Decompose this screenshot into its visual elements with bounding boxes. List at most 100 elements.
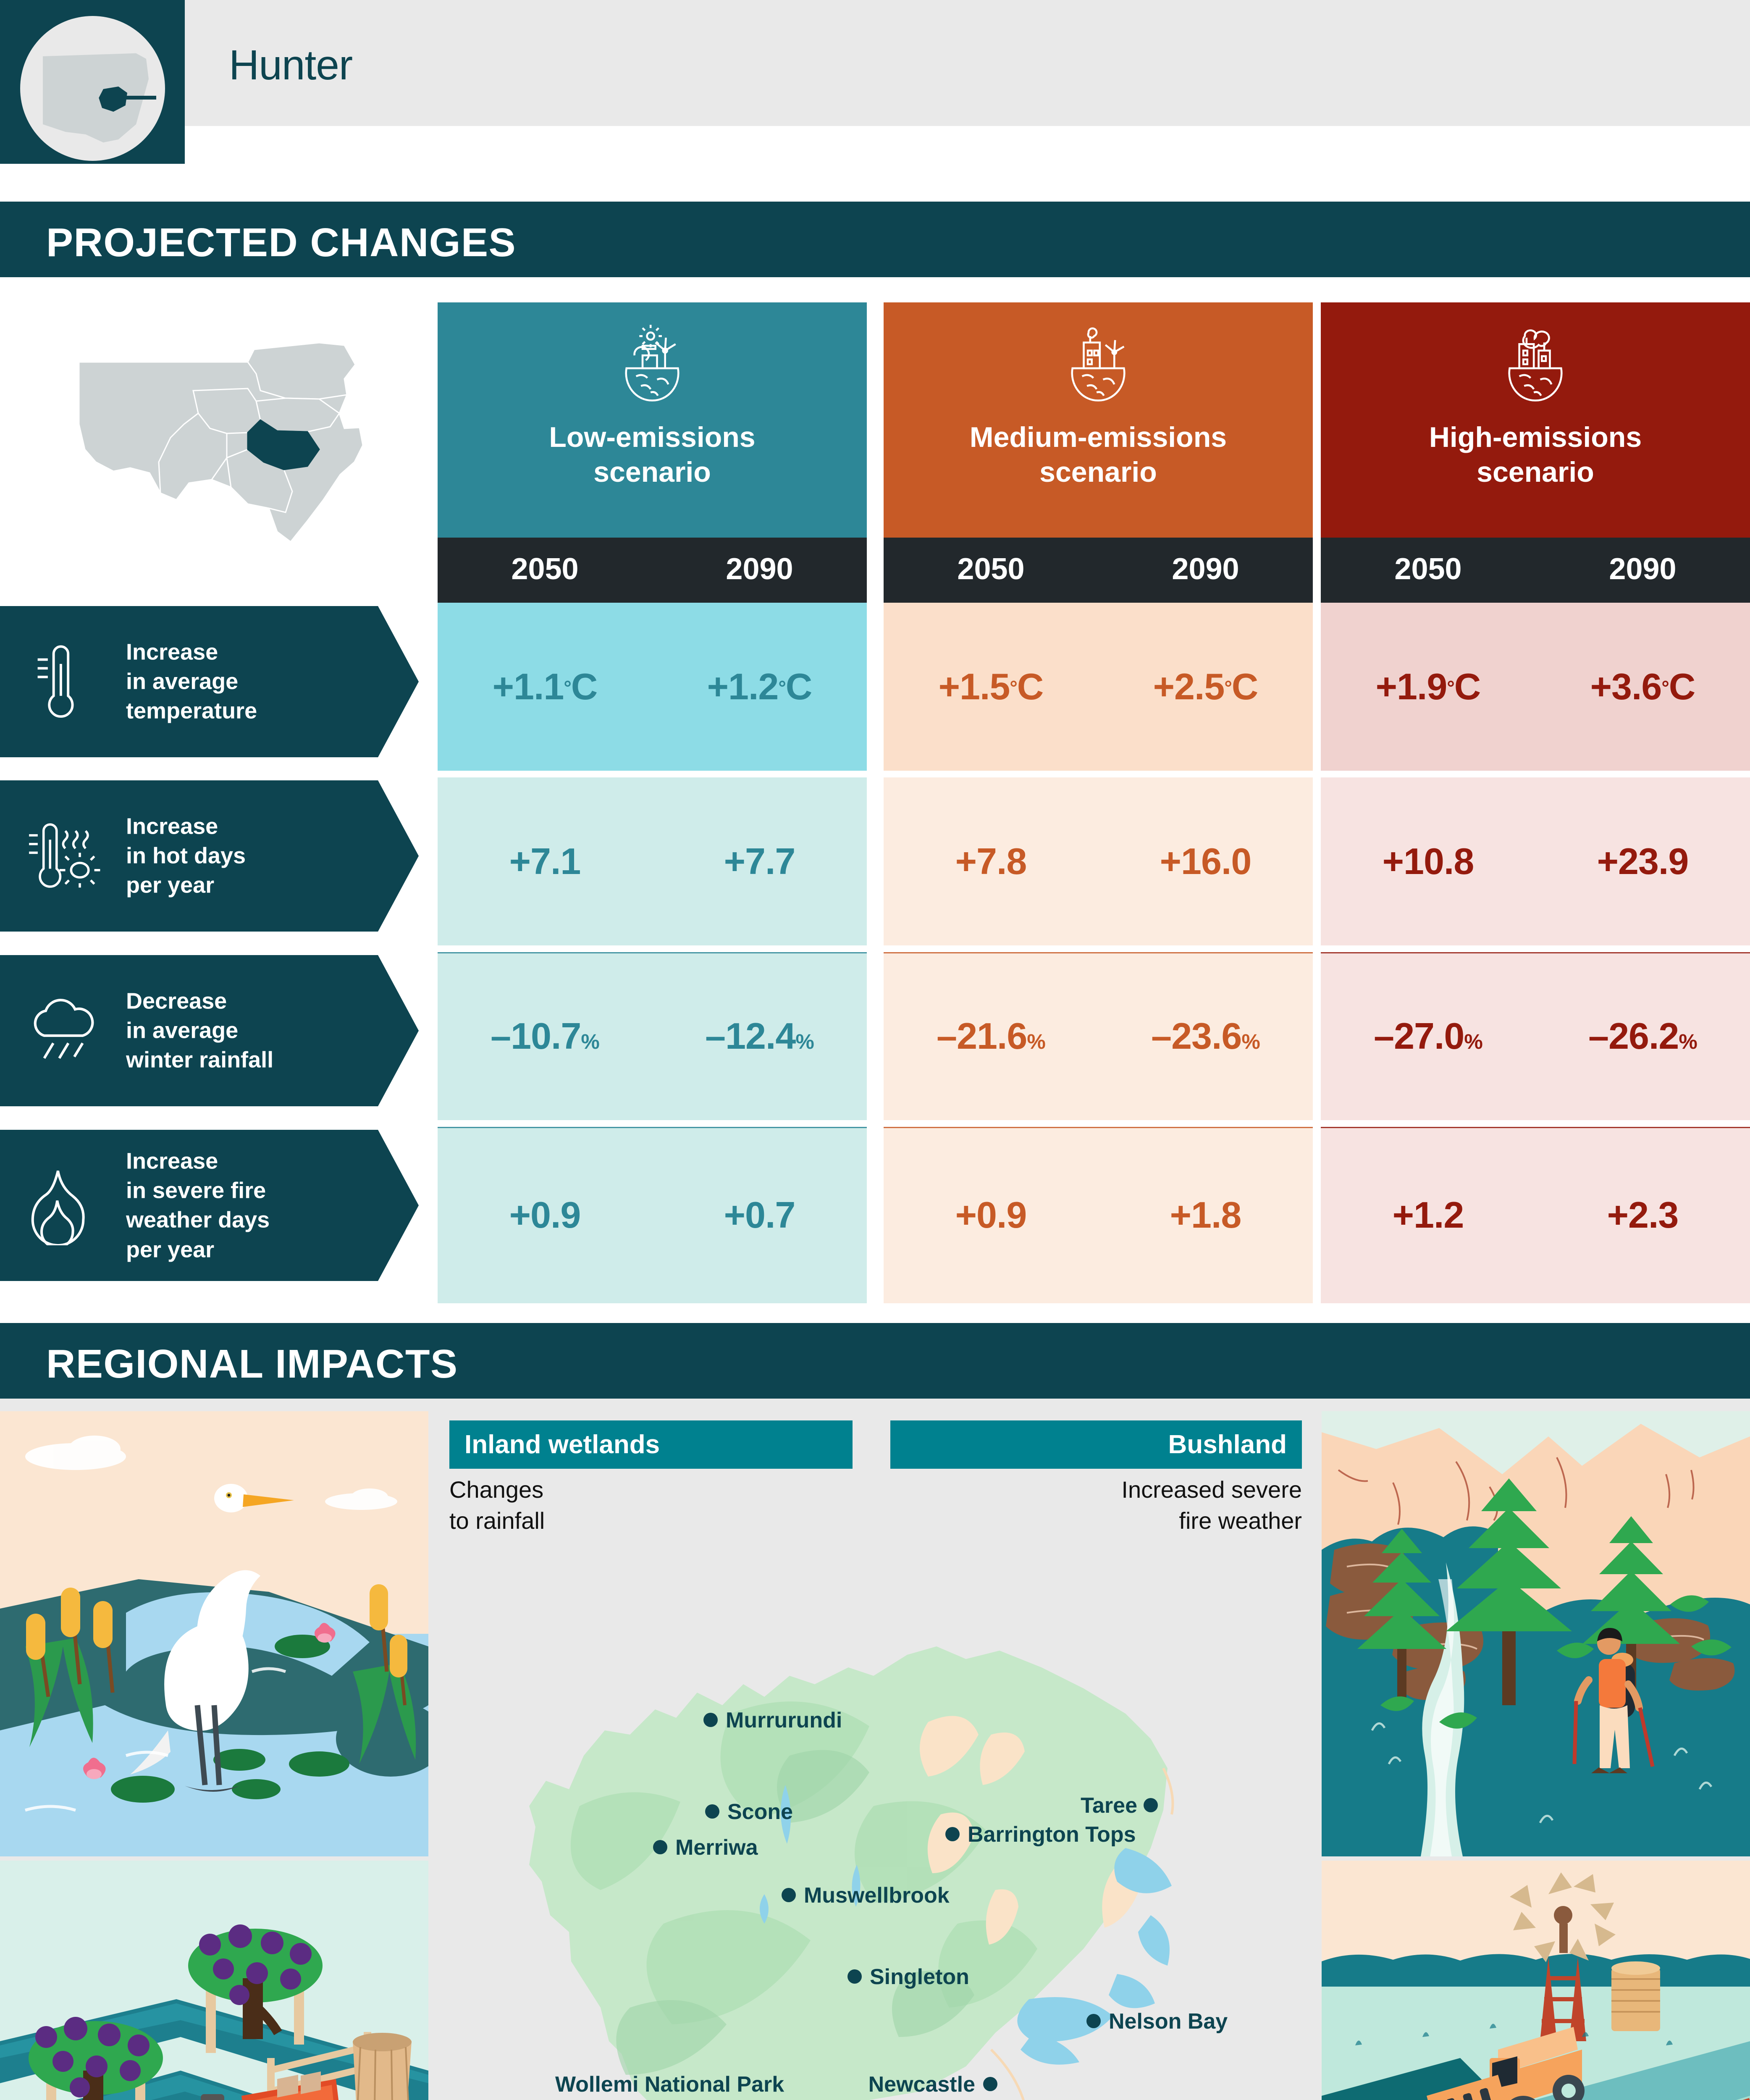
nsw-region-locator-icon	[20, 16, 165, 161]
impact-tag-label-inland-wetlands: Inland wetlands	[464, 1430, 660, 1459]
row-label-average-temperature: Increase in average temperature	[0, 606, 419, 757]
thermometer-icon	[20, 641, 96, 723]
year-bar-low: 2050 2090	[438, 538, 867, 603]
farm-harvester-illustration	[1322, 1861, 1750, 2100]
data-band-medium-row2	[884, 777, 1313, 945]
value-high-2090-rainfall: –26.2%	[1588, 1015, 1698, 1057]
map-label-taree: Taree	[1081, 1793, 1137, 1818]
value-low-2090-fire: +0.7	[724, 1194, 796, 1236]
value-medium-2090-temperature: +2.5°C	[1153, 666, 1259, 707]
map-label-newcastle: Newcastle	[868, 2072, 975, 2097]
value-low-2050-hot-days: +7.1	[509, 840, 581, 882]
value-high-2050-temperature: +1.9°C	[1375, 666, 1481, 707]
row-label-fire-weather: Increase in severe fire weather days per ye…	[0, 1130, 419, 1281]
scenario-header-high: High-emissions scenario	[1321, 302, 1750, 538]
data-band-medium-row1	[884, 603, 1313, 771]
year-low-2050: 2050	[511, 552, 579, 586]
value-low-2090-temperature: +1.2°C	[707, 666, 813, 707]
data-band-medium-row3	[884, 952, 1313, 1120]
mixed-industry-globe-icon	[884, 318, 1313, 417]
value-high-2090-temperature: +3.6°C	[1590, 666, 1696, 707]
bushland-hiker-illustration	[1322, 1411, 1750, 1856]
year-bar-high: 2050 2090	[1321, 538, 1750, 603]
row-divider-medium-4	[884, 1127, 1313, 1128]
wetland-egret-illustration	[0, 1411, 428, 1856]
map-label-singleton: Singleton	[870, 1965, 969, 1989]
data-band-high-row3	[1321, 952, 1750, 1120]
row-label-hot-days: Increase in hot days per year	[0, 780, 419, 932]
map-label-nelson-bay: Nelson Bay	[1109, 2009, 1228, 2034]
page-header: Hunter	[0, 0, 1750, 164]
thermometer-sun-icon	[20, 815, 110, 897]
value-low-2090-rainfall: –12.4%	[705, 1015, 814, 1057]
row-label-winter-rainfall: Decrease in average winter rainfall	[0, 955, 419, 1106]
data-band-low-row1	[438, 603, 867, 771]
scenario-label-high: High-emissions scenario	[1429, 421, 1642, 488]
year-medium-2050: 2050	[957, 552, 1025, 586]
rain-cloud-icon	[20, 992, 110, 1070]
year-medium-2090: 2090	[1172, 552, 1239, 586]
impact-tag-inland-wetlands[interactable]: Inland wetlands	[449, 1420, 853, 1469]
section-banner-projected-changes: PROJECTED CHANGES	[0, 202, 1750, 277]
year-high-2090: 2090	[1609, 552, 1677, 586]
row-label-text-4: Increase in severe fire weather days per ye…	[126, 1148, 270, 1263]
value-low-2050-rainfall: –10.7%	[491, 1015, 600, 1057]
page-title: Hunter	[229, 42, 353, 89]
value-low-2090-hot-days: +7.7	[724, 840, 796, 882]
map-label-wollemi-national-park: Wollemi National Park	[555, 2072, 784, 2097]
row-label-text-2: Increase in hot days per year	[126, 814, 246, 898]
vineyard-tractor-illustration	[0, 1861, 428, 2100]
scenario-label-medium: Medium-emissions scenario	[969, 421, 1227, 488]
hunter-region-map: Murrurundi Taree Scone Barrington Tops M…	[496, 1630, 1235, 2100]
row-divider-low-3	[438, 952, 867, 953]
value-medium-2050-fire: +0.9	[955, 1194, 1027, 1236]
section-title-projected-changes: PROJECTED CHANGES	[46, 220, 516, 265]
map-label-scone: Scone	[727, 1800, 793, 1824]
year-low-2090: 2090	[726, 552, 793, 586]
row-divider-high-3	[1321, 952, 1750, 953]
row-divider-medium-3	[884, 952, 1313, 953]
value-high-2050-fire: +1.2	[1392, 1194, 1464, 1236]
data-band-low-row4	[438, 1127, 867, 1303]
value-medium-2050-rainfall: –21.6%	[937, 1015, 1046, 1057]
value-medium-2090-rainfall: –23.6%	[1151, 1015, 1260, 1057]
value-high-2090-hot-days: +23.9	[1597, 840, 1689, 882]
impact-tag-label-bushland: Bushland	[1168, 1430, 1287, 1459]
data-band-low-row3	[438, 952, 867, 1120]
value-low-2050-temperature: +1.1°C	[492, 666, 598, 707]
row-label-text-1: Increase in average temperature	[126, 639, 257, 724]
map-label-merriwa: Merriwa	[675, 1835, 758, 1860]
value-medium-2090-hot-days: +16.0	[1160, 840, 1252, 882]
value-high-2090-fire: +2.3	[1607, 1194, 1679, 1236]
renewable-energy-globe-icon	[438, 318, 867, 417]
section-title-regional-impacts: REGIONAL IMPACTS	[46, 1341, 458, 1386]
map-label-murrurundi: Murrurundi	[726, 1708, 842, 1732]
map-label-barrington-tops: Barrington Tops	[968, 1822, 1136, 1847]
scenario-header-low: Low-emissions scenario	[438, 302, 867, 538]
scenario-header-medium: Medium-emissions scenario	[884, 302, 1313, 538]
row-divider-low-4	[438, 1127, 867, 1128]
value-medium-2090-fire: +1.8	[1170, 1194, 1242, 1236]
data-band-low-row2	[438, 777, 867, 945]
smokestack-industry-globe-icon	[1321, 318, 1750, 417]
impact-caption-inland-wetlands: Changes to rainfall	[449, 1476, 545, 1534]
row-label-text-3: Decrease in average winter rainfall	[126, 988, 274, 1073]
value-high-2050-hot-days: +10.8	[1382, 840, 1475, 882]
data-band-medium-row4	[884, 1127, 1313, 1303]
year-bar-medium: 2050 2090	[884, 538, 1313, 603]
value-high-2050-rainfall: –27.0%	[1374, 1015, 1483, 1057]
data-band-high-row1	[1321, 603, 1750, 771]
impact-caption-bushland: Increased severe fire weather	[1121, 1476, 1302, 1534]
section-banner-regional-impacts: REGIONAL IMPACTS	[0, 1323, 1750, 1399]
row-divider-high-4	[1321, 1127, 1750, 1128]
nsw-state-map	[50, 323, 420, 559]
value-medium-2050-temperature: +1.5°C	[938, 666, 1044, 707]
year-high-2050: 2050	[1394, 552, 1462, 586]
data-band-high-row4	[1321, 1127, 1750, 1303]
map-label-muswellbrook: Muswellbrook	[804, 1883, 950, 1908]
header-background	[185, 0, 1750, 126]
value-low-2050-fire: +0.9	[509, 1194, 581, 1236]
flame-icon	[20, 1163, 96, 1249]
value-medium-2050-hot-days: +7.8	[955, 840, 1027, 882]
impact-tag-bushland[interactable]: Bushland	[890, 1420, 1302, 1469]
